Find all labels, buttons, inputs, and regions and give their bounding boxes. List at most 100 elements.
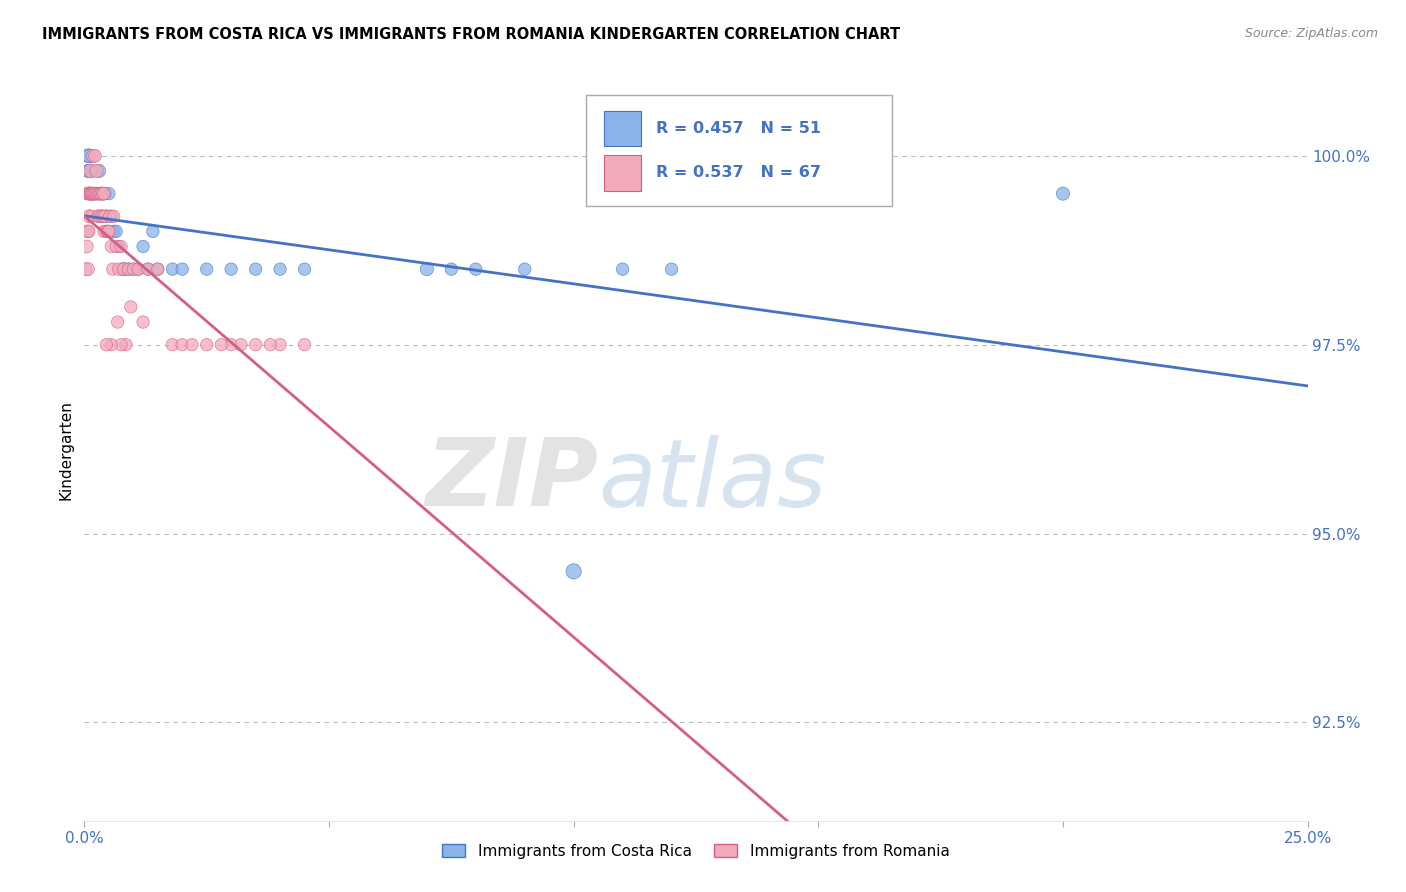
Point: [181, 337, 204, 351]
Point: [76, 239, 98, 253]
Point: [229, 337, 252, 351]
Point: [96, 337, 118, 351]
Point: [103, 224, 125, 238]
Point: [93, 186, 115, 201]
Point: [89, 186, 111, 201]
Point: [136, 262, 159, 277]
Point: [513, 262, 536, 277]
Point: [172, 262, 194, 277]
Point: [79, 186, 101, 201]
Point: [136, 262, 159, 277]
Point: [97, 224, 120, 238]
Point: [83, 186, 105, 201]
FancyBboxPatch shape: [586, 95, 891, 206]
Point: [110, 337, 132, 351]
Point: [105, 239, 128, 253]
Bar: [605, 111, 641, 146]
Point: [82, 186, 104, 201]
Point: [90, 209, 112, 223]
Bar: [605, 155, 641, 191]
Point: [245, 337, 267, 351]
Point: [269, 262, 291, 277]
Point: [79, 186, 101, 201]
Point: [127, 262, 149, 277]
Point: [84, 186, 107, 201]
Point: [87, 186, 110, 201]
Point: [83, 186, 105, 201]
Point: [98, 209, 121, 223]
Point: [245, 262, 267, 277]
Point: [100, 209, 122, 223]
Point: [105, 224, 128, 238]
Point: [76, 164, 98, 178]
Point: [80, 186, 103, 201]
Text: R = 0.457   N = 51: R = 0.457 N = 51: [655, 121, 821, 136]
Point: [80, 186, 103, 201]
Point: [77, 149, 100, 163]
Point: [117, 262, 139, 277]
Point: [162, 262, 184, 277]
Point: [112, 262, 135, 277]
Point: [91, 186, 114, 201]
Point: [146, 262, 169, 277]
Point: [195, 262, 218, 277]
Point: [219, 262, 242, 277]
Point: [117, 262, 139, 277]
Point: [75, 262, 97, 277]
Point: [80, 186, 103, 201]
Point: [82, 149, 104, 163]
Point: [90, 186, 112, 201]
Point: [96, 209, 118, 223]
Point: [96, 224, 118, 238]
Point: [94, 186, 117, 201]
Point: [87, 209, 110, 223]
Point: [90, 186, 112, 201]
Point: [101, 262, 124, 277]
Point: [76, 186, 98, 201]
Point: [122, 262, 145, 277]
Text: R = 0.537   N = 67: R = 0.537 N = 67: [655, 165, 821, 180]
Point: [90, 209, 112, 223]
Point: [416, 262, 439, 277]
Point: [219, 337, 242, 351]
Legend: Immigrants from Costa Rica, Immigrants from Romania: Immigrants from Costa Rica, Immigrants f…: [436, 838, 956, 865]
Point: [146, 262, 169, 277]
Point: [77, 209, 100, 223]
Point: [162, 337, 184, 351]
Text: IMMIGRANTS FROM COSTA RICA VS IMMIGRANTS FROM ROMANIA KINDERGARTEN CORRELATION C: IMMIGRANTS FROM COSTA RICA VS IMMIGRANTS…: [42, 27, 900, 42]
Point: [172, 337, 194, 351]
Point: [294, 262, 316, 277]
Point: [80, 209, 103, 223]
Point: [84, 149, 107, 163]
Point: [93, 224, 115, 238]
Point: [86, 186, 108, 201]
Point: [82, 186, 104, 201]
Point: [132, 239, 155, 253]
Point: [80, 186, 103, 201]
Point: [661, 262, 683, 277]
Point: [122, 262, 145, 277]
Point: [77, 224, 100, 238]
Point: [464, 262, 486, 277]
Point: [97, 224, 120, 238]
Point: [120, 300, 142, 314]
Point: [87, 186, 110, 201]
Point: [612, 262, 634, 277]
Point: [82, 186, 104, 201]
Point: [77, 164, 100, 178]
Point: [91, 186, 114, 201]
Point: [77, 224, 100, 238]
Point: [89, 186, 111, 201]
Point: [77, 186, 100, 201]
Point: [97, 224, 120, 238]
Point: [91, 209, 114, 223]
Point: [107, 239, 129, 253]
Point: [562, 565, 585, 579]
Point: [87, 164, 110, 178]
Point: [110, 239, 132, 253]
Point: [259, 337, 281, 351]
Point: [1052, 186, 1074, 201]
Point: [142, 224, 165, 238]
Text: ZIP: ZIP: [425, 434, 598, 526]
Point: [97, 186, 120, 201]
